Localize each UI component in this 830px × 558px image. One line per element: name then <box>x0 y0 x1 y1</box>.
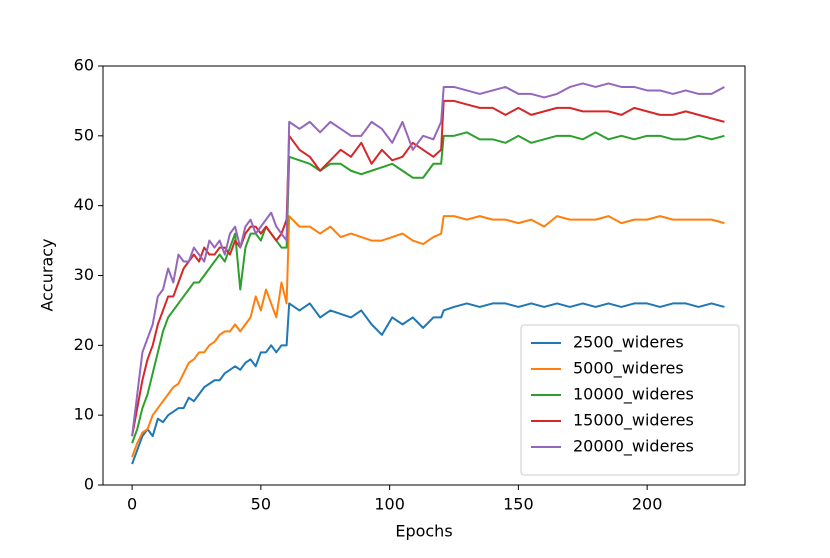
series-line <box>131 131 725 444</box>
y-tick-label: 40 <box>74 195 94 214</box>
y-axis-label: Accuracy <box>38 238 57 311</box>
series-line <box>131 82 725 437</box>
y-tick-label: 0 <box>84 475 94 494</box>
y-tick-label: 50 <box>74 125 94 144</box>
y-tick-label: 30 <box>74 265 94 284</box>
series-line <box>131 99 725 437</box>
legend-label: 5000_wideres <box>573 359 684 379</box>
legend-label: 15000_wideres <box>573 411 694 431</box>
legend-box <box>520 324 740 476</box>
x-tick-label: 0 <box>127 495 137 514</box>
series-line <box>131 215 725 458</box>
x-tick-label: 100 <box>374 495 405 514</box>
legend-label: 10000_wideres <box>573 385 694 405</box>
legend-label: 20000_wideres <box>573 437 694 457</box>
x-tick-label: 200 <box>632 495 663 514</box>
plot-frame <box>102 65 746 486</box>
y-tick-label: 10 <box>74 405 94 424</box>
y-tick-label: 60 <box>74 56 94 75</box>
x-tick-label: 150 <box>503 495 534 514</box>
y-tick-label: 20 <box>74 335 94 354</box>
x-axis-label: Epochs <box>395 522 452 541</box>
x-tick-label: 50 <box>251 495 271 514</box>
series-line <box>131 302 725 465</box>
legend-label: 2500_wideres <box>573 333 684 353</box>
